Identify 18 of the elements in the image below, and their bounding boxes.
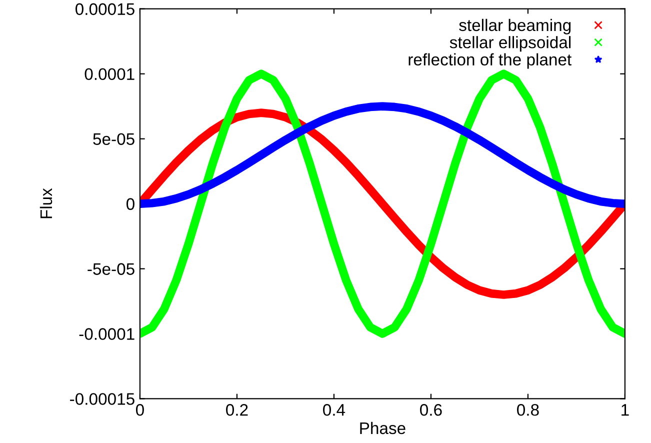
x-tick-label: 0 (136, 404, 144, 416)
x-tick-label: 0.8 (517, 404, 539, 416)
y-axis-title: Flux (40, 188, 52, 218)
y-tick-label: 0.00015 (76, 3, 134, 16)
y-tick-label: 0 (126, 198, 134, 210)
legend-label: stellar ellipsoidal (450, 36, 571, 52)
x-axis-title: Phase (360, 422, 406, 434)
y-tick-label: 0.0001 (84, 68, 134, 80)
x-tick-label: 0.6 (420, 404, 442, 416)
legend-label: stellar beaming (459, 18, 571, 34)
y-tick-label: -0.0001 (79, 328, 134, 340)
x-tick-label: 0.4 (323, 404, 346, 416)
y-tick-label: -5e-05 (88, 263, 134, 275)
y-tick-label: 5e-05 (93, 133, 134, 146)
x-tick-label: 1 (622, 404, 629, 416)
legend-label: reflection of the planet (408, 53, 572, 69)
y-tick-label: -0.00015 (70, 393, 134, 405)
x-tick-label: 0.2 (226, 404, 248, 416)
